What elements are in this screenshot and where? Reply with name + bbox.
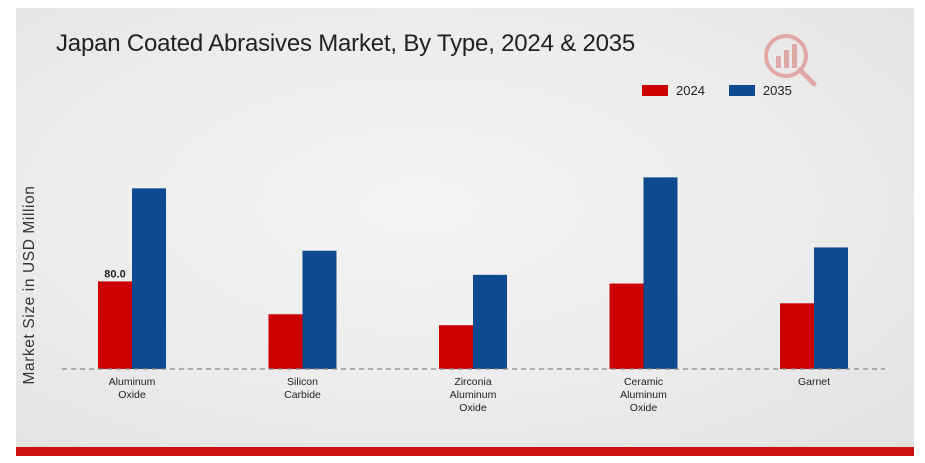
x-tick-label-0-1: Oxide [118, 389, 146, 401]
x-tick-label-2-0: Zirconia [454, 376, 492, 388]
x-tick-label-4-0: Garnet [798, 376, 830, 388]
data-label-0: 80.0 [104, 268, 125, 280]
bar-2035-4 [814, 247, 848, 369]
footer-bar [16, 447, 914, 456]
x-tick-label-3-0: Ceramic [624, 376, 663, 388]
legend-label-2035: 2035 [762, 83, 792, 98]
bar-2035-1 [302, 250, 337, 369]
legend-item-2024: 2024 [642, 83, 705, 98]
brand-logo-icon [764, 34, 817, 87]
x-tick-label-2-2: Oxide [459, 402, 487, 414]
legend-label-2024: 2024 [676, 83, 705, 98]
legend-swatch-2024 [642, 85, 668, 96]
bar-2024-3 [609, 283, 644, 369]
legend: 2024 2035 [642, 83, 816, 98]
bar-2024-2 [439, 325, 473, 369]
bar-2035-0 [132, 188, 166, 369]
legend-swatch-2035 [728, 85, 755, 96]
chart-title: Japan Coated Abrasives Market, By Type, … [56, 30, 636, 57]
bar-2024-4 [780, 303, 814, 369]
x-tick-label-3-1: Aluminum [620, 389, 667, 401]
x-tick-label-2-1: Aluminum [450, 389, 497, 401]
legend-item-2035: 2035 [728, 83, 792, 98]
bar-2035-3 [643, 177, 678, 369]
x-tick-label-1-1: Carbide [284, 389, 321, 401]
x-tick-label-3-2: Oxide [630, 402, 658, 414]
x-tick-label-0-0: Aluminum [109, 376, 156, 388]
bar-2035-2 [473, 274, 507, 369]
bar-2024-0 [98, 281, 132, 369]
x-tick-label-1-0: Silicon [287, 376, 318, 388]
bar-2024-1 [268, 314, 303, 369]
